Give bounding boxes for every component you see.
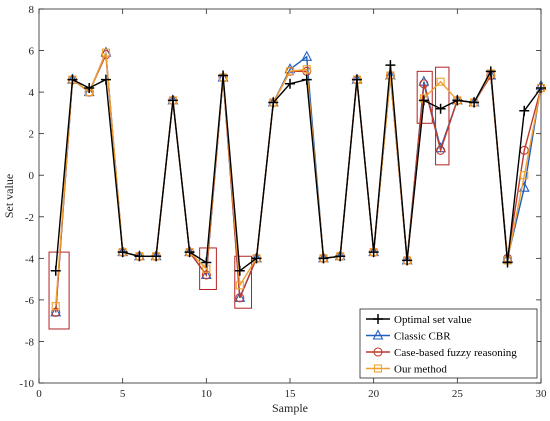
data-point [235, 293, 245, 303]
data-point [402, 255, 413, 266]
data-point [201, 270, 211, 280]
legend-marker [373, 314, 383, 324]
y-axis-title: Set value [2, 174, 16, 218]
data-point [301, 74, 312, 85]
highlight-box [435, 66, 450, 166]
y-tick-label: 6 [29, 46, 35, 58]
data-point [251, 253, 262, 264]
y-tick-label: 8 [29, 4, 35, 16]
data-point [452, 95, 463, 106]
legend-marker [373, 347, 383, 357]
data-point [418, 95, 429, 106]
data-point [134, 251, 145, 262]
x-tick-label: 10 [201, 388, 213, 400]
highlight-box [234, 255, 253, 309]
data-point [285, 67, 295, 76]
data-point [335, 251, 346, 262]
y-axis: -10 -8 -6 -4 -2 0 2 4 6 8 [19, 4, 541, 390]
data-point [84, 82, 95, 93]
y-tick-label: 0 [29, 170, 35, 182]
y-tick-label: -4 [25, 253, 35, 265]
data-point [167, 95, 178, 106]
y-tick-label: -10 [19, 378, 34, 390]
y-tick-label: 4 [29, 87, 35, 99]
y-tick-label: -6 [25, 295, 35, 307]
y-tick-label: -2 [25, 212, 34, 224]
data-point [301, 50, 313, 61]
legend: Optimal set value Classic CBR Case-based f… [359, 308, 538, 379]
data-point [201, 257, 212, 268]
x-tick-label: 0 [36, 388, 42, 400]
data-point [218, 70, 229, 81]
data-point [469, 97, 480, 108]
x-axis-title: Sample [272, 401, 308, 415]
legend-marker [372, 329, 384, 340]
legend-label: Our method [394, 364, 447, 376]
data-point [436, 77, 445, 86]
x-tick-label: 30 [536, 388, 548, 400]
data-point [485, 66, 496, 77]
data-point [184, 247, 195, 258]
x-tick-label: 20 [368, 388, 380, 400]
data-point [100, 74, 111, 85]
data-point [268, 97, 279, 108]
data-point [67, 74, 78, 85]
series-0 [50, 60, 546, 276]
data-point [285, 78, 295, 89]
data-point [234, 265, 245, 276]
data-point [519, 105, 530, 116]
data-point [235, 281, 244, 290]
data-point [419, 79, 429, 89]
data-point [51, 302, 60, 311]
data-point [302, 65, 311, 74]
data-point [51, 307, 61, 317]
data-point [385, 60, 396, 71]
x-tick-label: 15 [285, 388, 297, 400]
data-point [101, 48, 110, 57]
legend-label: Optimal set value [394, 314, 472, 326]
legend-box [359, 308, 538, 379]
highlight-box [416, 70, 433, 124]
data-point [502, 257, 513, 268]
data-point [520, 171, 529, 180]
data-point [50, 265, 61, 276]
y-tick-label: -8 [25, 336, 35, 348]
series-layer [50, 46, 547, 317]
data-point [318, 253, 329, 264]
x-tick-label: 5 [120, 388, 126, 400]
data-point [436, 145, 446, 155]
data-point [368, 247, 379, 258]
legend-label: Case-based fuzzy reasoning [394, 347, 517, 359]
y-tick-label: 2 [29, 129, 35, 141]
data-point [151, 251, 162, 262]
x-tick-label: 25 [452, 388, 464, 400]
data-point [351, 74, 362, 85]
legend-label: Classic CBR [394, 331, 451, 343]
data-point [435, 103, 446, 114]
data-point [117, 247, 128, 258]
legend-marker [373, 364, 383, 373]
x-axis: 0 5 10 15 20 25 30 [36, 9, 547, 400]
